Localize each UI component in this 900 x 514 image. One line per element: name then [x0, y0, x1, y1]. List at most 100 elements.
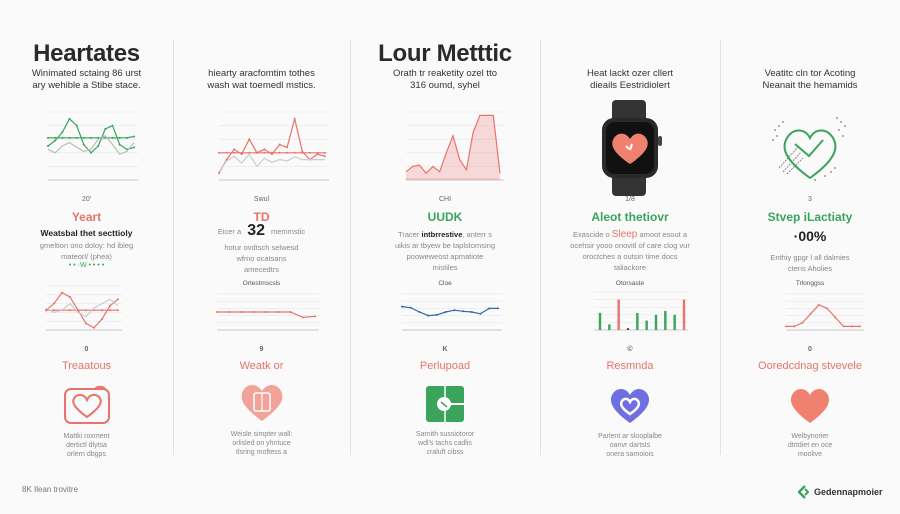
data-point	[255, 151, 258, 154]
subtitle-line: 316 oumd, syhel	[410, 80, 480, 91]
data-point	[93, 326, 95, 329]
data-point	[101, 309, 103, 312]
body-line: amecedtrs	[243, 265, 279, 274]
data-point	[109, 304, 111, 307]
data-point	[444, 311, 447, 313]
body-text: Weisle simpter wall: orlisled on yhntuce t…	[173, 430, 350, 457]
bold-text: intbrrestive	[421, 230, 463, 239]
data-point	[47, 136, 49, 139]
data-point	[47, 145, 49, 147]
dots-label: • • ·W • • • •	[68, 262, 105, 269]
axis-label: 20'	[81, 196, 92, 203]
data-point	[69, 309, 71, 312]
data-point	[45, 309, 47, 312]
data-point	[218, 151, 220, 154]
bar	[645, 320, 648, 330]
logo-text: Gedennapmoier	[814, 487, 883, 497]
body-line: oanvr dartsts	[609, 442, 651, 449]
area-chart	[405, 111, 504, 181]
red-heart-icon	[720, 386, 900, 424]
body-line: oroctches a outsin time docs	[582, 252, 678, 261]
axis-label: Swul	[253, 196, 270, 203]
data-point	[82, 136, 85, 139]
chart-title: Ortestmscsls	[242, 280, 281, 287]
data-point	[453, 309, 456, 312]
body-line: orlern dbgps	[67, 451, 106, 458]
text: , anterr s	[462, 230, 492, 239]
logo-icon	[798, 485, 810, 499]
data-point	[233, 148, 236, 151]
data-point	[277, 311, 280, 313]
subtitle-line: hiearty aracfomtim tothes	[208, 68, 315, 79]
value-row: Eicer a 32 memmstic	[173, 222, 350, 240]
data-point	[293, 151, 296, 154]
data-point	[286, 146, 289, 149]
data-point	[111, 124, 114, 127]
data-point	[859, 325, 861, 328]
body-line: moolive	[797, 451, 823, 458]
body-line: gmeltion ono doloy: hd ibleg	[39, 241, 134, 250]
value-suffix: memmstic	[270, 226, 306, 236]
big-value: 32	[247, 222, 265, 239]
data-point	[240, 151, 243, 154]
data-point	[240, 311, 243, 313]
data-point	[301, 316, 304, 319]
body-line: wdl's tachs cadlis	[418, 440, 472, 447]
data-point	[826, 307, 829, 310]
body-line: mistiles	[432, 263, 458, 272]
bar	[654, 314, 658, 330]
data-point	[470, 311, 473, 313]
data-point	[54, 139, 57, 142]
body-line: tlsring moftess a	[236, 449, 287, 456]
body-line: pooweweost apmatiote	[406, 252, 484, 261]
body-text: Enthiy gpgr l all dalmies ctens Aholies	[720, 252, 900, 274]
body-text: hotur ovdtsch selwesd wfmo ocatsans ameced…	[173, 242, 350, 275]
bar-chart	[594, 291, 688, 331]
data-point	[248, 138, 251, 141]
chart-title: Otorsaste	[615, 280, 645, 287]
data-point	[228, 311, 231, 313]
percent-value: ·00%	[793, 228, 827, 244]
data-point	[85, 309, 87, 312]
data-point	[225, 151, 228, 154]
data-point	[488, 307, 491, 310]
blue-line-chart	[401, 293, 502, 331]
data-point	[97, 145, 100, 147]
section-heading: Aleot thetiovr	[591, 210, 669, 224]
body-line: Welbynorier	[791, 433, 829, 440]
data-point	[435, 313, 438, 316]
data-point	[109, 309, 111, 312]
data-point	[497, 307, 499, 310]
subtitle-line: Veatitc cln tor Acoting	[764, 68, 856, 79]
data-point	[401, 305, 403, 308]
data-point	[418, 311, 421, 313]
data-point	[252, 311, 255, 313]
data-point	[785, 325, 787, 328]
smartwatch-icon	[540, 100, 720, 196]
section-heading: UUDK	[427, 210, 463, 224]
body-line: orlisled on yhntuce	[232, 440, 291, 447]
data-point	[278, 151, 281, 154]
bar	[626, 328, 630, 330]
bar	[617, 299, 620, 330]
data-point	[301, 151, 304, 154]
body-text: ocehsir yooo onovitl of care clog vur oro…	[540, 240, 720, 273]
text: amoot esout a	[639, 230, 687, 239]
body-text: Mattki roxment dertictl dlytsa orlern dbgp…	[0, 432, 173, 459]
body-line: onera samoiois	[606, 451, 654, 458]
column-subtitle: hiearty aracfomtim tothes wash wat toemed…	[173, 68, 350, 92]
data-point	[308, 151, 311, 154]
chart-title: Trlonggss	[795, 280, 825, 287]
bar	[598, 312, 602, 330]
bar	[673, 314, 676, 330]
series-line	[218, 153, 325, 173]
section-heading: TD	[253, 210, 270, 224]
data-point	[216, 311, 218, 313]
series-line	[405, 114, 501, 175]
highlight-text: Sleep	[611, 229, 638, 240]
data-point	[133, 146, 135, 149]
data-point	[286, 151, 289, 154]
data-point	[218, 172, 220, 175]
column-divider	[720, 40, 721, 455]
subtitle-line: Orath tr reaketity ozel tto	[392, 68, 497, 79]
